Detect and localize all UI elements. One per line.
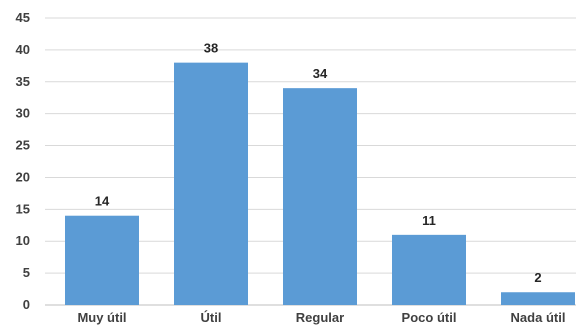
y-tick-label: 40	[16, 42, 30, 57]
category-label-0: Muy útil	[77, 310, 126, 325]
category-label-1: Útil	[201, 310, 222, 325]
bar-0	[65, 215, 139, 305]
category-label-3: Poco útil	[402, 310, 457, 325]
y-tick-label: 30	[16, 106, 30, 121]
data-label-2: 34	[313, 66, 328, 81]
category-label-4: Nada útil	[511, 310, 566, 325]
y-tick-label: 15	[16, 201, 30, 216]
y-tick-label: 45	[16, 10, 30, 25]
data-label-3: 11	[422, 213, 436, 228]
bar-2	[283, 88, 357, 306]
y-tick-label: 10	[16, 233, 30, 248]
y-tick-label: 25	[16, 138, 30, 153]
data-label-4: 2	[534, 270, 541, 285]
y-tick-label: 35	[16, 74, 30, 89]
category-label-2: Regular	[296, 310, 344, 325]
bar-3	[392, 234, 466, 305]
bar-4	[501, 292, 575, 305]
data-label-1: 38	[204, 41, 218, 56]
y-tick-label: 0	[23, 297, 30, 312]
bar-1	[174, 62, 248, 306]
y-axis-ticks: 0 5 10 15 20 25 30 35 40 45	[16, 10, 30, 312]
data-labels: 14 38 34 11 2	[95, 41, 542, 286]
bars	[65, 62, 575, 306]
y-tick-label: 5	[23, 265, 30, 280]
x-axis-categories: Muy útil Útil Regular Poco útil Nada útil	[77, 310, 565, 325]
data-label-0: 14	[95, 194, 110, 209]
y-tick-label: 20	[16, 169, 30, 184]
